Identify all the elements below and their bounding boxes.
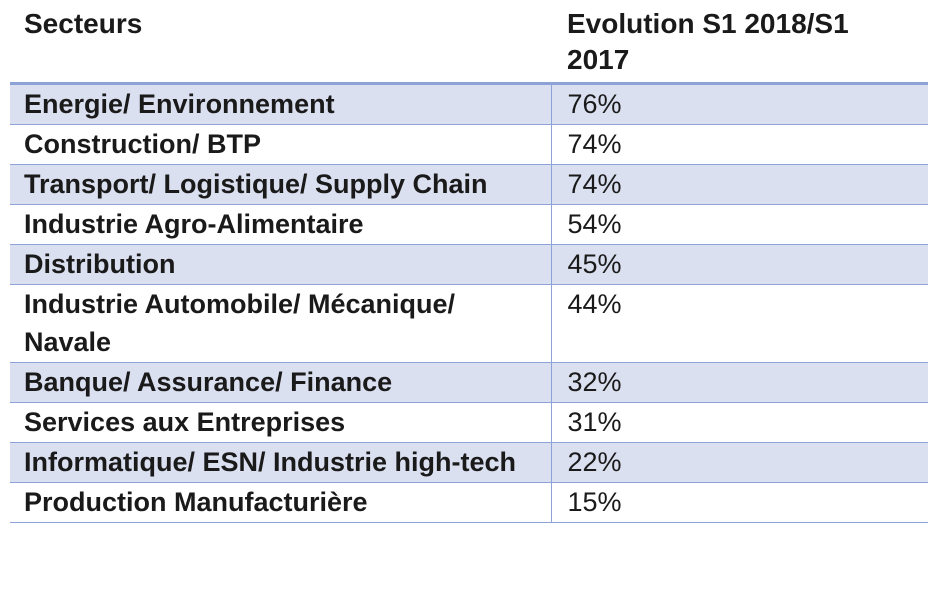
table-row: Transport/ Logistique/ Supply Chain 74% bbox=[10, 164, 928, 205]
value-cell: 74% bbox=[550, 164, 928, 205]
header-evolution: Evolution S1 2018/S1 2017 bbox=[551, 0, 928, 85]
sector-cell: Industrie Automobile/ Mécanique/ Navale bbox=[10, 284, 551, 363]
sector-evolution-table: Secteurs Evolution S1 2018/S1 2017 Energ… bbox=[10, 0, 928, 523]
table-body: Energie/ Environnement 76% Construction/… bbox=[10, 83, 928, 523]
value-cell: 74% bbox=[550, 124, 928, 165]
table-row: Construction/ BTP 74% bbox=[10, 124, 928, 165]
header-sectors: Secteurs bbox=[10, 0, 551, 85]
value-cell: 32% bbox=[550, 362, 928, 403]
table-row: Energie/ Environnement 76% bbox=[10, 83, 928, 125]
sector-cell: Services aux Entreprises bbox=[10, 402, 551, 443]
value-cell: 54% bbox=[550, 204, 928, 245]
table-row: Industrie Automobile/ Mécanique/ Navale … bbox=[10, 284, 928, 363]
sector-cell: Distribution bbox=[10, 244, 551, 285]
table-row: Informatique/ ESN/ Industrie high-tech 2… bbox=[10, 442, 928, 483]
value-cell: 45% bbox=[550, 244, 928, 285]
value-cell: 15% bbox=[550, 482, 928, 523]
sector-cell: Industrie Agro-Alimentaire bbox=[10, 204, 551, 245]
sector-cell: Informatique/ ESN/ Industrie high-tech bbox=[10, 442, 551, 483]
sector-table-container: Secteurs Evolution S1 2018/S1 2017 Energ… bbox=[10, 0, 928, 523]
sector-cell: Energie/ Environnement bbox=[10, 83, 551, 125]
sector-cell: Transport/ Logistique/ Supply Chain bbox=[10, 164, 551, 205]
table-row: Services aux Entreprises 31% bbox=[10, 402, 928, 443]
value-cell: 22% bbox=[550, 442, 928, 483]
value-cell: 44% bbox=[550, 284, 928, 363]
table-row: Production Manufacturière 15% bbox=[10, 482, 928, 523]
table-header-row: Secteurs Evolution S1 2018/S1 2017 bbox=[10, 0, 928, 85]
value-cell: 31% bbox=[550, 402, 928, 443]
sector-cell: Production Manufacturière bbox=[10, 482, 551, 523]
sector-cell: Construction/ BTP bbox=[10, 124, 551, 165]
sector-cell: Banque/ Assurance/ Finance bbox=[10, 362, 551, 403]
table-row: Industrie Agro-Alimentaire 54% bbox=[10, 204, 928, 245]
value-cell: 76% bbox=[550, 83, 928, 125]
table-row: Distribution 45% bbox=[10, 244, 928, 285]
table-row: Banque/ Assurance/ Finance 32% bbox=[10, 362, 928, 403]
